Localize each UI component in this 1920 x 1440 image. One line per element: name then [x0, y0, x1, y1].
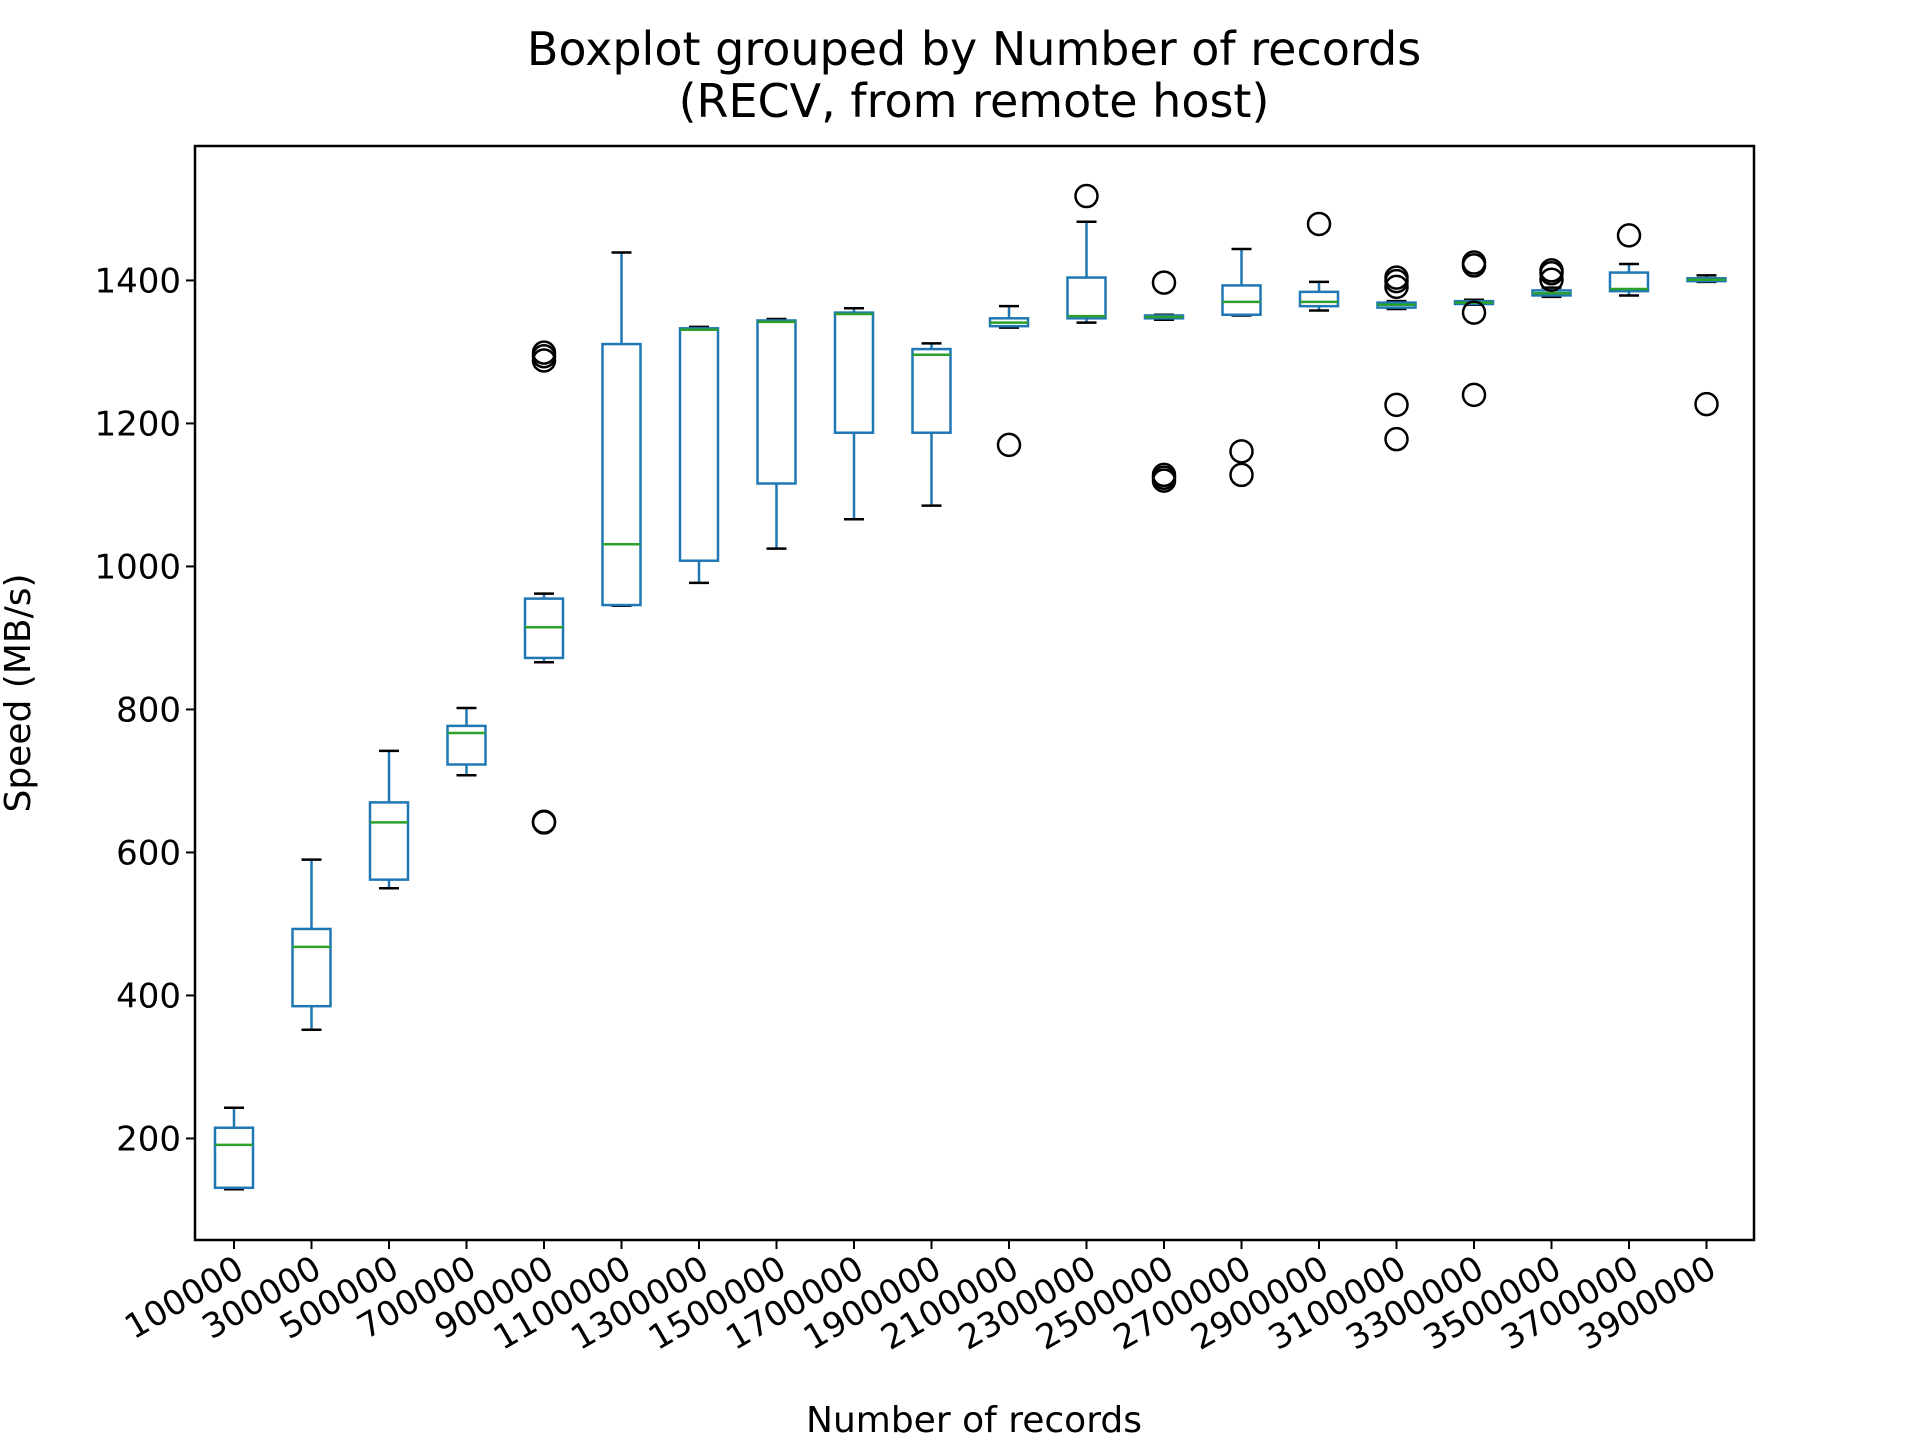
box-group-2100000 [988, 304, 1030, 458]
box-group-900000 [523, 340, 565, 835]
flier-point [1229, 439, 1254, 464]
y-tick-label: 1200 [94, 404, 181, 444]
box-iqr [833, 311, 875, 434]
flier-point [1384, 265, 1409, 290]
box-iqr [213, 1126, 255, 1190]
box-group-2300000 [1066, 183, 1107, 324]
plot-frame [193, 144, 1756, 1242]
flier-point [1539, 267, 1564, 292]
flier-point [1539, 258, 1564, 283]
flier-point [1694, 391, 1719, 417]
x-axis: 1000003000005000007000009000001100000130… [118, 1240, 1723, 1359]
y-tick-label: 1400 [94, 261, 181, 301]
y-tick-label: 600 [116, 833, 181, 873]
box-group-1100000 [601, 251, 642, 608]
box-group-1700000 [833, 307, 875, 521]
box-group-3100000 [1376, 265, 1417, 452]
x-axis-label: Number of records [806, 1400, 1142, 1440]
plot-marks [213, 183, 1727, 1191]
flier-point [1384, 392, 1409, 418]
box-iqr [368, 801, 410, 881]
box-group-300000 [291, 858, 332, 1032]
box-iqr [446, 724, 487, 766]
flier-point [1306, 211, 1332, 237]
box-group-2500000 [1143, 270, 1185, 493]
flier-point [996, 432, 1022, 458]
box-iqr [1221, 284, 1262, 316]
box-group-2700000 [1221, 247, 1262, 488]
flier-point [1151, 462, 1177, 488]
box-iqr [756, 319, 797, 485]
flier-point [1461, 300, 1487, 325]
box-iqr [291, 927, 332, 1008]
y-tick-label: 200 [116, 1119, 181, 1159]
box-iqr [1608, 271, 1650, 293]
box-iqr [678, 327, 720, 562]
box-group-2900000 [1298, 211, 1340, 312]
chart-subtitle: (RECV, from remote host) [679, 74, 1270, 128]
box-group-100000 [213, 1106, 255, 1191]
flier-point [1616, 223, 1642, 248]
chart-title: Boxplot grouped by Number of records [527, 22, 1421, 76]
box-group-3700000 [1608, 223, 1650, 297]
flier-point [1151, 270, 1177, 295]
box-iqr [1066, 276, 1107, 320]
box-iqr [1298, 290, 1340, 308]
box-group-1900000 [911, 342, 952, 507]
flier-point [531, 340, 557, 365]
flier-point [531, 809, 557, 834]
box-group-3300000 [1453, 250, 1495, 408]
box-group-3500000 [1531, 258, 1572, 299]
flier-point [1461, 250, 1487, 275]
flier-point [1384, 426, 1409, 452]
box-group-1300000 [678, 325, 720, 585]
box-group-1500000 [756, 317, 797, 550]
box-iqr [601, 342, 642, 607]
flier-point [1229, 462, 1254, 488]
box-group-700000 [446, 706, 487, 777]
y-tick-label: 400 [116, 976, 181, 1016]
flier-point [1461, 382, 1487, 408]
y-axis: 200 400 600 800 1000 1200 1400 [94, 261, 195, 1159]
box-iqr [911, 347, 952, 434]
y-tick-label: 1000 [94, 547, 181, 587]
y-tick-label: 800 [116, 690, 181, 730]
box-group-3900000 [1686, 274, 1727, 417]
y-axis-label: Speed (MB/s) [0, 573, 39, 812]
flier-point [1074, 183, 1099, 209]
box-group-500000 [368, 749, 410, 890]
flier-point [1384, 274, 1409, 300]
